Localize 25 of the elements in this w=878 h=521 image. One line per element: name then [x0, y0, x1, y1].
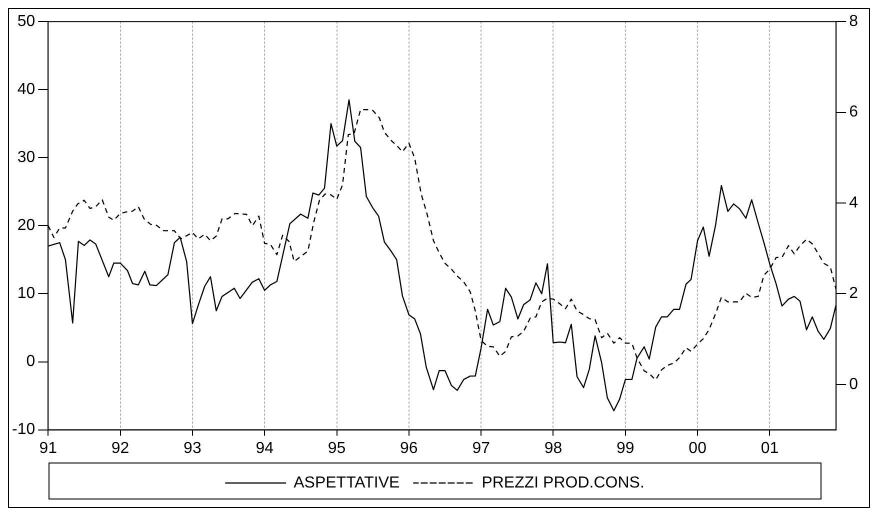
x-tick-label: 01 [760, 440, 779, 457]
y-tick-label: 20 [17, 217, 36, 234]
y-tick-label: 30 [17, 149, 36, 166]
x-tick-label: 95 [328, 440, 346, 457]
x-tick-label: 98 [544, 440, 562, 457]
x-tick-label: 00 [688, 440, 707, 457]
x-tick-label: 91 [39, 440, 58, 457]
y-tick-label: 10 [17, 285, 36, 302]
y2-tick-label: 6 [849, 104, 858, 121]
y-tick-label: 0 [26, 353, 36, 370]
x-tick-label: 97 [472, 440, 490, 457]
x-tick-label: 94 [256, 440, 274, 457]
y2-tick-label: 8 [849, 13, 858, 30]
y2-tick-label: 0 [849, 376, 858, 393]
y-tick-label: -10 [12, 421, 36, 438]
y2-tick-label: 4 [849, 194, 858, 212]
legend-label: ASPETTATIVE [294, 474, 400, 492]
y-tick-label: 50 [17, 13, 36, 30]
y2-tick-label: 2 [849, 285, 858, 302]
y-tick-label: 40 [17, 81, 36, 98]
x-tick-label: 92 [111, 440, 130, 457]
x-tick-label: 99 [616, 440, 634, 457]
x-tick-label: 93 [184, 440, 202, 457]
legend-label: PREZZI PROD.CONS. [482, 474, 644, 492]
x-tick-label: 96 [400, 440, 418, 457]
